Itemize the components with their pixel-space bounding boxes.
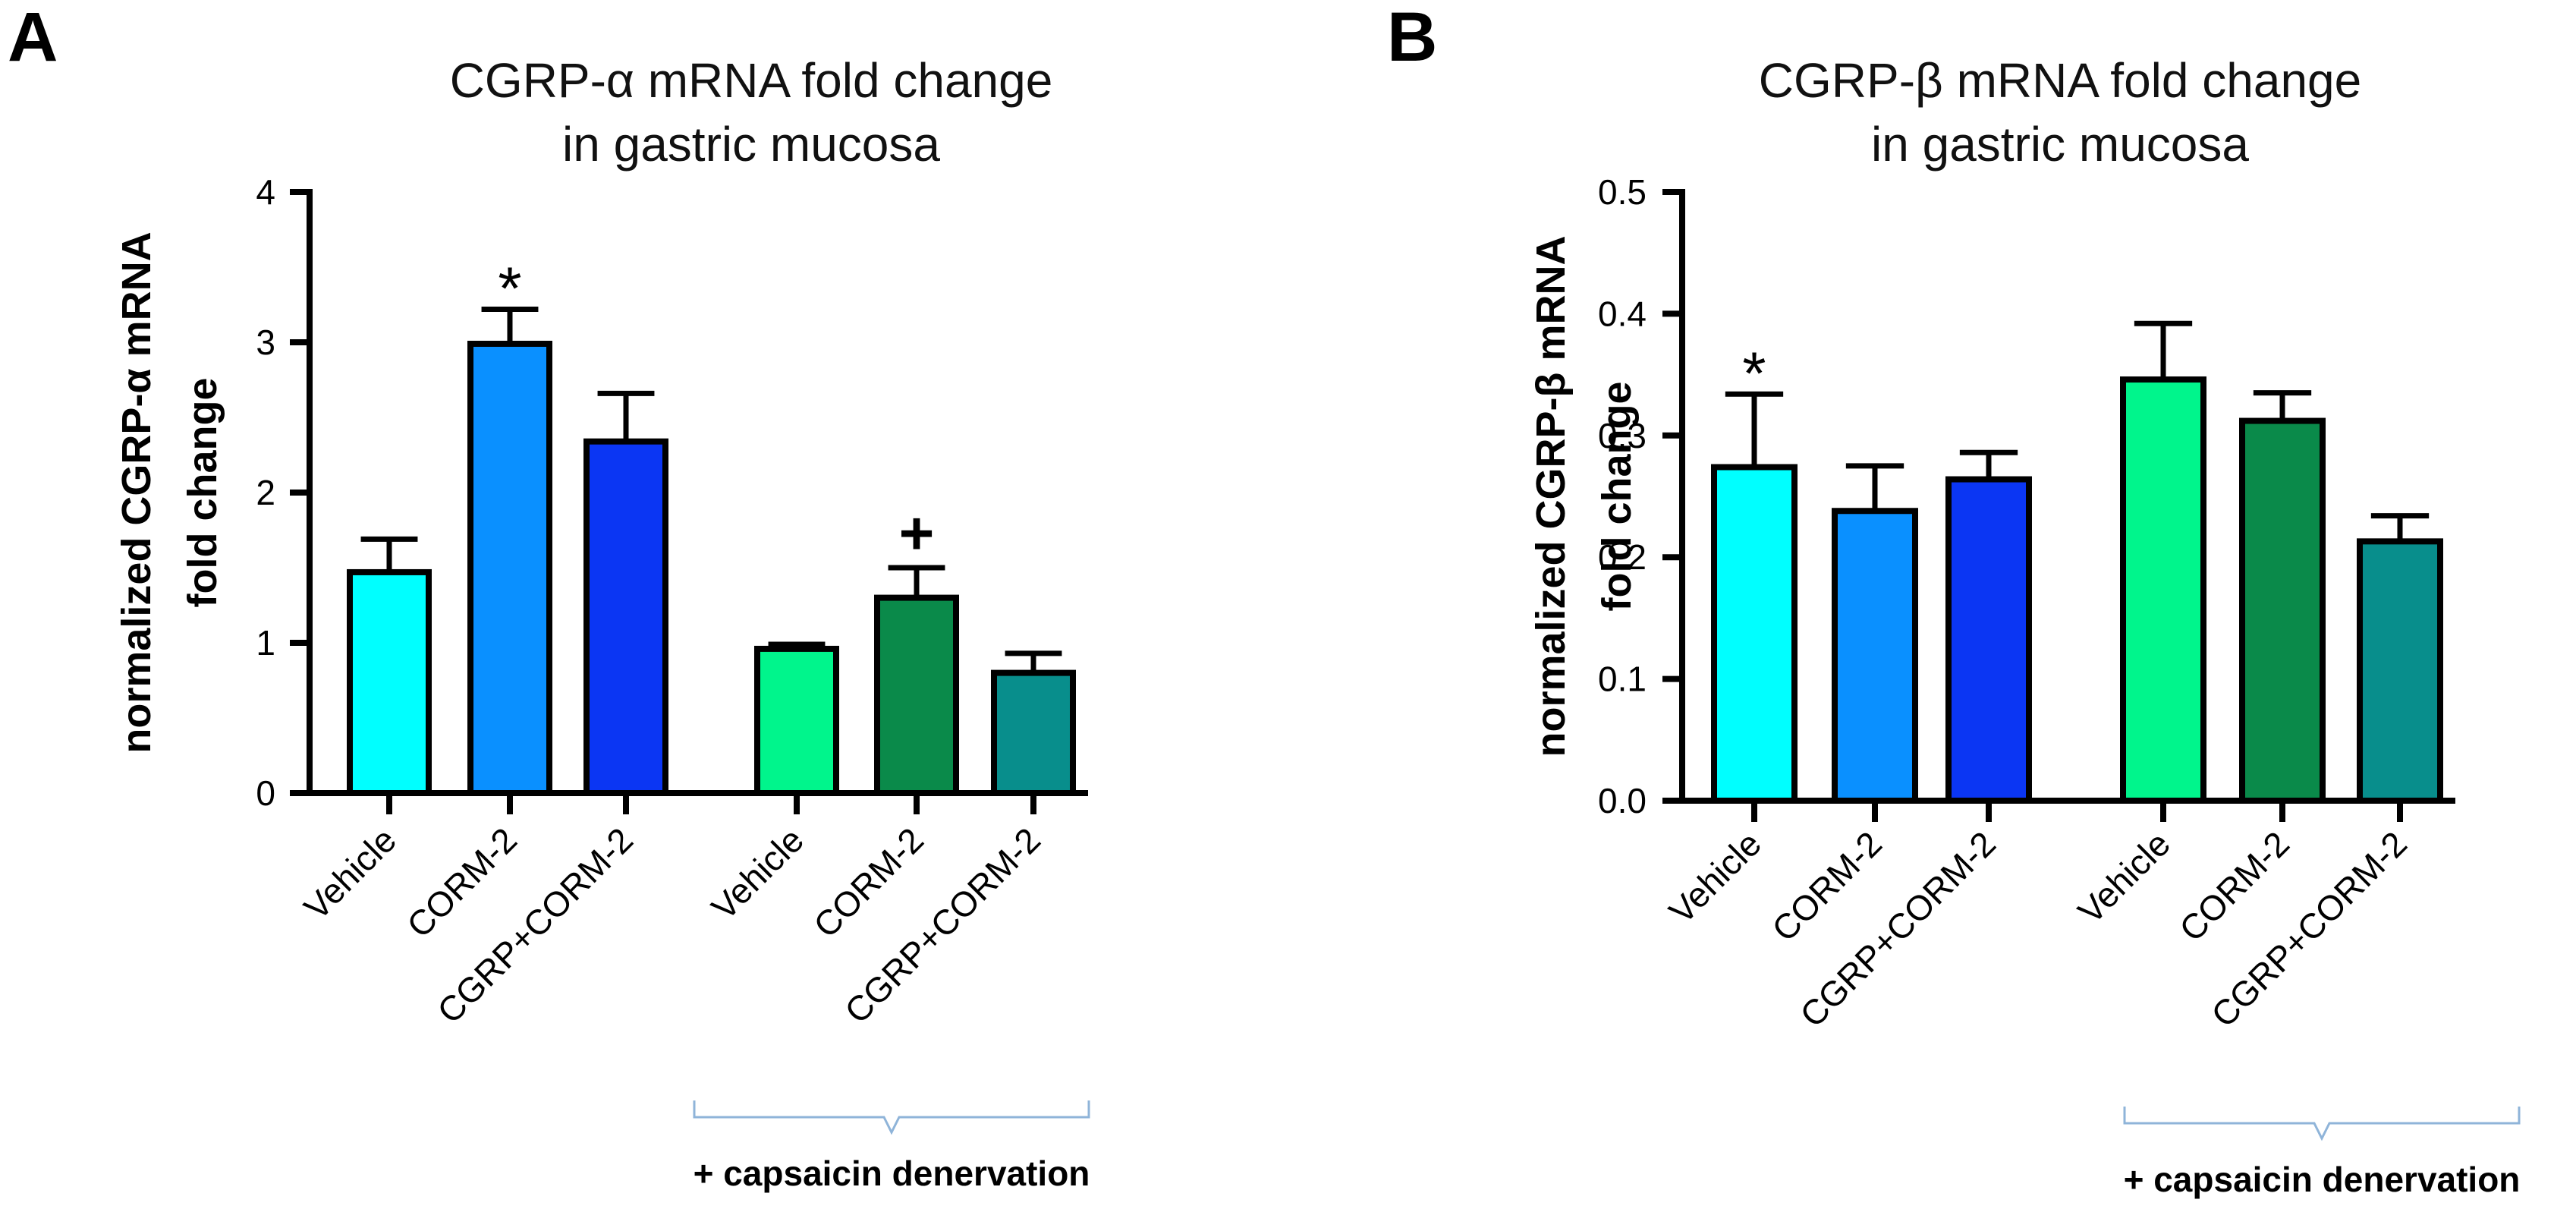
bar (347, 568, 432, 796)
y-tick-label: 1 (256, 623, 275, 663)
x-tick-label: Vehicle (703, 820, 811, 927)
y-tick-label: 2 (256, 473, 275, 512)
y-tick-label: 0.2 (1598, 537, 1647, 577)
y-tick-label: 0.0 (1598, 781, 1647, 820)
significance-marker: + (899, 499, 935, 567)
bar (2239, 417, 2326, 804)
significance-marker: * (498, 254, 521, 322)
chart-title-line-1: CGRP-α mRNA fold change (450, 53, 1053, 108)
chart-title-line-1: CGRP-β mRNA fold change (1759, 53, 2361, 108)
y-axis-label-line-2: fold change (180, 377, 225, 607)
group-bracket (2123, 1107, 2521, 1141)
y-tick-label: 0.5 (1598, 172, 1647, 212)
y-axis-label-line-2: fold change (1594, 381, 1640, 611)
y-tick-label: 0.3 (1598, 416, 1647, 455)
y-axis-label-line-1: normalized CGRP-α mRNA (114, 231, 159, 753)
x-tick-label: CGRP+CORM-2 (837, 820, 1048, 1031)
chart-panel-a: A CGRP-α mRNA fold change in gastric mucos… (8, 0, 1090, 1193)
x-tick-label: CGRP+CORM-2 (2203, 823, 2414, 1034)
y-tick-label: 4 (256, 172, 275, 212)
panel-letter: B (1387, 0, 1437, 76)
y-axis-label-line-1: normalized CGRP-β mRNA (1528, 235, 1574, 757)
x-tick-label: Vehicle (2070, 823, 2178, 931)
group-bracket (693, 1100, 1090, 1135)
chart-title-line-2: in gastric mucosa (1871, 117, 2249, 172)
x-tick-label: CORM-2 (806, 820, 931, 945)
x-tick-label: Vehicle (1661, 823, 1769, 931)
y-tick-label: 0.4 (1598, 294, 1647, 333)
x-tick-label: Vehicle (296, 820, 404, 927)
bar (2120, 376, 2206, 804)
x-tick-label: CORM-2 (2172, 823, 2297, 949)
bar (467, 340, 552, 797)
significance-marker: * (1742, 339, 1766, 407)
chart-title-line-2: in gastric mucosa (562, 117, 940, 172)
y-tick-label: 0 (256, 773, 275, 813)
panel-letter: A (8, 0, 58, 76)
group-label: + capsaicin denervation (694, 1154, 1090, 1193)
bar (2357, 538, 2443, 804)
bar (991, 669, 1076, 796)
x-tick-label: CGRP+CORM-2 (1792, 823, 2003, 1034)
bar (583, 438, 668, 796)
bar (1945, 476, 2032, 804)
y-tick-label: 3 (256, 323, 275, 362)
x-tick-label: CGRP+CORM-2 (429, 820, 640, 1031)
y-tick-label: 0.1 (1598, 660, 1647, 699)
bar (874, 594, 959, 796)
chart-panel-b: B CGRP-β mRNA fold change in gastric mucos… (1387, 0, 2521, 1199)
group-label: + capsaicin denervation (2124, 1160, 2521, 1199)
bar (1711, 464, 1798, 804)
bar (1832, 508, 1918, 804)
bar (754, 645, 839, 796)
